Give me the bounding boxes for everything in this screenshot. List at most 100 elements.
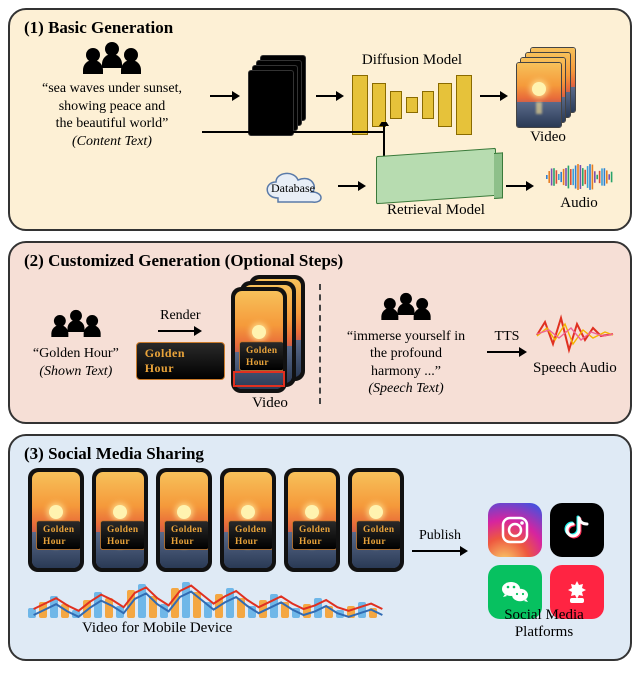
tts-label: TTS — [495, 329, 520, 345]
mobile-frame: Golden Hour — [156, 468, 212, 572]
audio-bar — [270, 594, 278, 618]
speech-text-line1: “immerse yourself in — [347, 329, 465, 344]
audio-bar — [281, 602, 289, 618]
speech-audio-label: Speech Audio — [533, 360, 617, 377]
audio-bar — [336, 610, 344, 618]
output-video-stack — [516, 47, 580, 129]
arrow-icon — [210, 86, 240, 106]
instagram-icon — [488, 503, 542, 557]
audio-bar — [39, 602, 47, 618]
shown-text: “Golden Hour” (Shown Text) — [33, 345, 119, 380]
mobile-frame: Golden Hour — [92, 468, 148, 572]
cloud-icon: Database — [258, 166, 328, 206]
shown-text-value: “Golden Hour” — [33, 346, 119, 361]
social-label-line1: Social Media — [504, 607, 584, 623]
audio-bar — [347, 606, 355, 618]
caption-overlay: Golden Hour — [228, 520, 272, 550]
audio-bar — [237, 598, 245, 618]
content-text-line1: “sea waves under sunset, — [42, 81, 182, 96]
audio-bars — [28, 578, 388, 618]
caption-overlay: Golden Hour — [356, 520, 400, 550]
mobile-frame: Golden Hour — [284, 468, 340, 572]
audio-bar — [358, 602, 366, 618]
audio-bar — [83, 600, 91, 618]
mobile-frame: Golden Hour — [348, 468, 404, 572]
content-text-line3: the beautiful world” — [56, 116, 169, 131]
users-icon — [381, 292, 432, 324]
users-icon — [50, 310, 101, 342]
audio-bar — [292, 608, 300, 618]
audio-bar — [116, 606, 124, 618]
caption-overlay: Golden Hour — [164, 520, 208, 550]
caption-overlay: Golden Hour — [292, 520, 336, 550]
mobile-frame: Golden Hour — [28, 468, 84, 572]
unet-icon — [352, 69, 472, 141]
noise-input-stack — [248, 55, 308, 137]
panel-social-sharing: (3) Social Media Sharing Golden Hour Gold… — [8, 434, 632, 661]
content-text-tag: (Content Text) — [72, 134, 152, 149]
audio-bar — [94, 592, 102, 618]
audio-bar — [303, 604, 311, 618]
content-prompt-block: “sea waves under sunset, showing peace a… — [22, 42, 202, 150]
diffusion-model-block: Diffusion Model — [352, 52, 472, 141]
diffusion-model-label: Diffusion Model — [362, 52, 462, 69]
audio-bar — [182, 582, 190, 618]
speech-audio-waveform-icon — [535, 310, 615, 360]
panel-customized-generation: (2) Customized Generation (Optional Step… — [8, 241, 632, 424]
retrieval-model-label: Retrieval Model — [387, 202, 485, 219]
speech-text-line3: harmony ...” — [371, 364, 441, 379]
speech-text-line2: the profound — [370, 346, 442, 361]
social-label-line2: Platforms — [515, 624, 573, 640]
audio-bar — [72, 610, 80, 618]
panel1-title: (1) Basic Generation — [24, 18, 618, 38]
publish-label: Publish — [419, 528, 461, 544]
database-block: Database — [258, 166, 328, 206]
panel2-title: (2) Customized Generation (Optional Step… — [24, 251, 618, 271]
video-label: Video — [252, 395, 288, 412]
audio-bar — [105, 598, 113, 618]
divider-line — [319, 284, 321, 404]
social-platforms-label: Social Media Platforms — [474, 607, 614, 641]
audio-bar — [314, 598, 322, 618]
arrow-icon — [338, 176, 366, 196]
arrow-icon — [316, 86, 344, 106]
speech-text: “immerse yourself in the profound harmon… — [347, 328, 465, 398]
content-text: “sea waves under sunset, showing peace a… — [42, 80, 182, 150]
tiktok-icon — [550, 503, 604, 557]
speech-text-tag: (Speech Text) — [368, 381, 443, 396]
audio-bar — [149, 596, 157, 618]
panel3-title: (3) Social Media Sharing — [24, 444, 618, 464]
speech-text-block: “immerse yourself in the profound harmon… — [331, 290, 481, 398]
caption-overlay: Golden Hour — [36, 520, 80, 550]
audio-bar — [259, 600, 267, 618]
audio-bar — [193, 592, 201, 618]
social-apps-grid — [488, 503, 604, 619]
retrieval-model-box — [376, 148, 496, 204]
audio-bar — [226, 588, 234, 618]
audio-bar — [215, 594, 223, 618]
mobile-frame: Golden Hour — [220, 468, 276, 572]
audio-bar — [171, 588, 179, 618]
audio-bar — [325, 606, 333, 618]
audio-bar — [28, 608, 36, 618]
rendered-video-stack: Golden Hour — [231, 275, 309, 395]
audio-bar — [369, 608, 377, 618]
caption-overlay: Golden Hour — [100, 520, 144, 550]
users-icon — [82, 42, 142, 80]
caption-overlay: Golden Hour — [239, 341, 283, 371]
arrow-icon — [480, 86, 508, 106]
audio-bar — [138, 584, 146, 618]
audio-bar — [127, 590, 135, 618]
tts-arrow: TTS — [487, 329, 527, 359]
audio-bar — [61, 604, 69, 618]
audio-waveform-icon — [544, 159, 614, 195]
render-label: Render — [160, 308, 200, 324]
publish-arrow: Publish — [412, 528, 468, 558]
audio-bar — [248, 606, 256, 618]
caption-highlight-box — [233, 371, 285, 387]
audio-bar — [50, 596, 58, 618]
shown-text-tag: (Shown Text) — [39, 364, 112, 379]
video-label: Video — [530, 129, 566, 146]
content-text-line2: showing peace and — [59, 99, 166, 114]
audio-bar — [160, 604, 168, 618]
